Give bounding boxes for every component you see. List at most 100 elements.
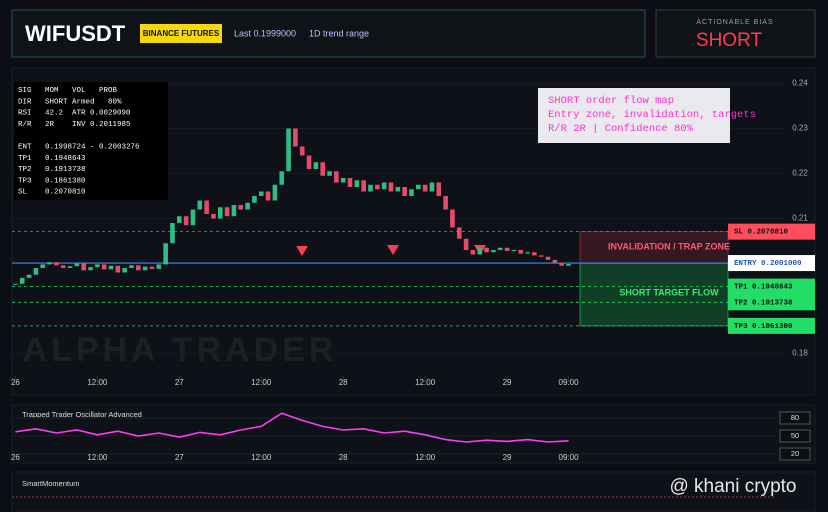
level-label: SL 0.2070810 (734, 229, 789, 237)
candle-body (108, 265, 114, 270)
candle-body (532, 252, 537, 256)
oscillator-line (15, 412, 569, 443)
candle-body (142, 266, 148, 271)
x-tick-label: 27 (175, 453, 184, 462)
panel-title: Trapped Trader Oscillator Advanced (22, 410, 142, 419)
y-tick-label: 0.21 (792, 214, 808, 223)
candle-body (163, 243, 168, 265)
candle-body (436, 182, 442, 196)
candle-body (320, 162, 326, 176)
exchange-badge (140, 24, 222, 43)
candle-body (101, 264, 107, 270)
candle-body (306, 155, 312, 169)
level-label: ENTRY 0.2001000 (734, 260, 802, 268)
candle-body (81, 263, 87, 271)
last-price: Last 0.1999000 (234, 28, 296, 38)
y-tick-box (779, 429, 811, 443)
info-row: DIR SHORT Armed 80% (18, 98, 122, 106)
y-tick-label: 20 (791, 449, 799, 458)
candle-body (204, 200, 209, 214)
x-tick-label: 26 (11, 378, 20, 387)
y-tick-label: 0.22 (792, 169, 808, 178)
candle-body (33, 268, 39, 275)
signal-marker (387, 245, 399, 255)
candle-body (395, 187, 401, 192)
note-line: R/R 2R | Confidence 80% (548, 123, 694, 135)
candle-body (95, 264, 100, 268)
candle-body (504, 247, 510, 251)
candle-body (443, 196, 448, 210)
candle-body (115, 265, 121, 273)
candle-body (340, 178, 346, 183)
candle-body (190, 209, 196, 226)
candle-body (26, 274, 32, 278)
y-tick-box (779, 447, 811, 461)
candle-body (518, 250, 524, 254)
candle-body (429, 182, 435, 192)
candle-body (211, 214, 216, 219)
level-tag (728, 278, 815, 295)
candle-body (545, 256, 551, 260)
candle-body (197, 200, 203, 210)
zone-label: SHORT TARGET FLOW (619, 287, 719, 297)
candle-body (552, 259, 558, 263)
candle-body (327, 171, 332, 176)
x-tick-label: 29 (503, 378, 512, 387)
candle-body (149, 266, 155, 269)
signal-marker (296, 246, 308, 256)
candle-body (463, 238, 469, 250)
candle-body (402, 187, 407, 196)
bias: SHORT (696, 30, 763, 51)
candle-body (484, 247, 489, 253)
candle-body (47, 262, 52, 265)
candle-body (525, 252, 530, 254)
candle-body (375, 184, 380, 190)
x-tick-label: 09:00 (559, 378, 580, 387)
candle-body (88, 267, 93, 271)
candle-body (231, 205, 237, 217)
candle-body (456, 227, 462, 239)
x-tick-label: 12:00 (251, 453, 272, 462)
footer-watermark: @ khani crypto (669, 476, 796, 497)
x-tick-label: 12:00 (87, 378, 108, 387)
level-tag (728, 255, 815, 272)
candle-body (217, 207, 223, 219)
x-tick-label: 12:00 (415, 378, 436, 387)
y-tick-label: 50 (791, 431, 799, 440)
candle-body (334, 171, 339, 183)
y-tick-label: 0.24 (792, 79, 808, 88)
candle-body (416, 184, 421, 190)
candle-body (491, 250, 496, 253)
candle-body (19, 277, 25, 284)
candle-body (470, 250, 476, 255)
x-tick-label: 09:00 (559, 453, 580, 462)
candle-body (477, 247, 483, 255)
candle-body (381, 182, 387, 190)
candle-body (422, 184, 428, 192)
candle-body (258, 191, 264, 196)
candle-body (368, 184, 373, 192)
info-row: SIG MOM VOL PROB (18, 87, 118, 95)
candle-body (177, 216, 182, 223)
range: 1D trend range (309, 28, 369, 38)
x-tick-label: 26 (11, 453, 20, 462)
candle-body (409, 189, 414, 196)
candle-body (156, 264, 162, 269)
bias-label: ACTIONABLE BIAS (696, 19, 773, 26)
header-box (11, 9, 646, 58)
note-line: SHORT order flow map (548, 95, 674, 107)
candle-body (129, 265, 134, 268)
candle-body (238, 205, 244, 210)
info-row: SL 0.2070810 (18, 189, 86, 197)
x-tick-label: 12:00 (251, 378, 272, 387)
candle-body (13, 283, 18, 285)
info-row: TP3 0.1861380 (18, 177, 86, 185)
x-tick-label: 27 (175, 378, 184, 387)
x-tick-label: 28 (339, 378, 348, 387)
level-tag (728, 294, 815, 311)
y-tick-label: 0.18 (792, 349, 808, 358)
candle-body (40, 264, 46, 268)
y-tick-box (779, 411, 811, 425)
watermark: ALPHA TRADER (23, 331, 338, 369)
